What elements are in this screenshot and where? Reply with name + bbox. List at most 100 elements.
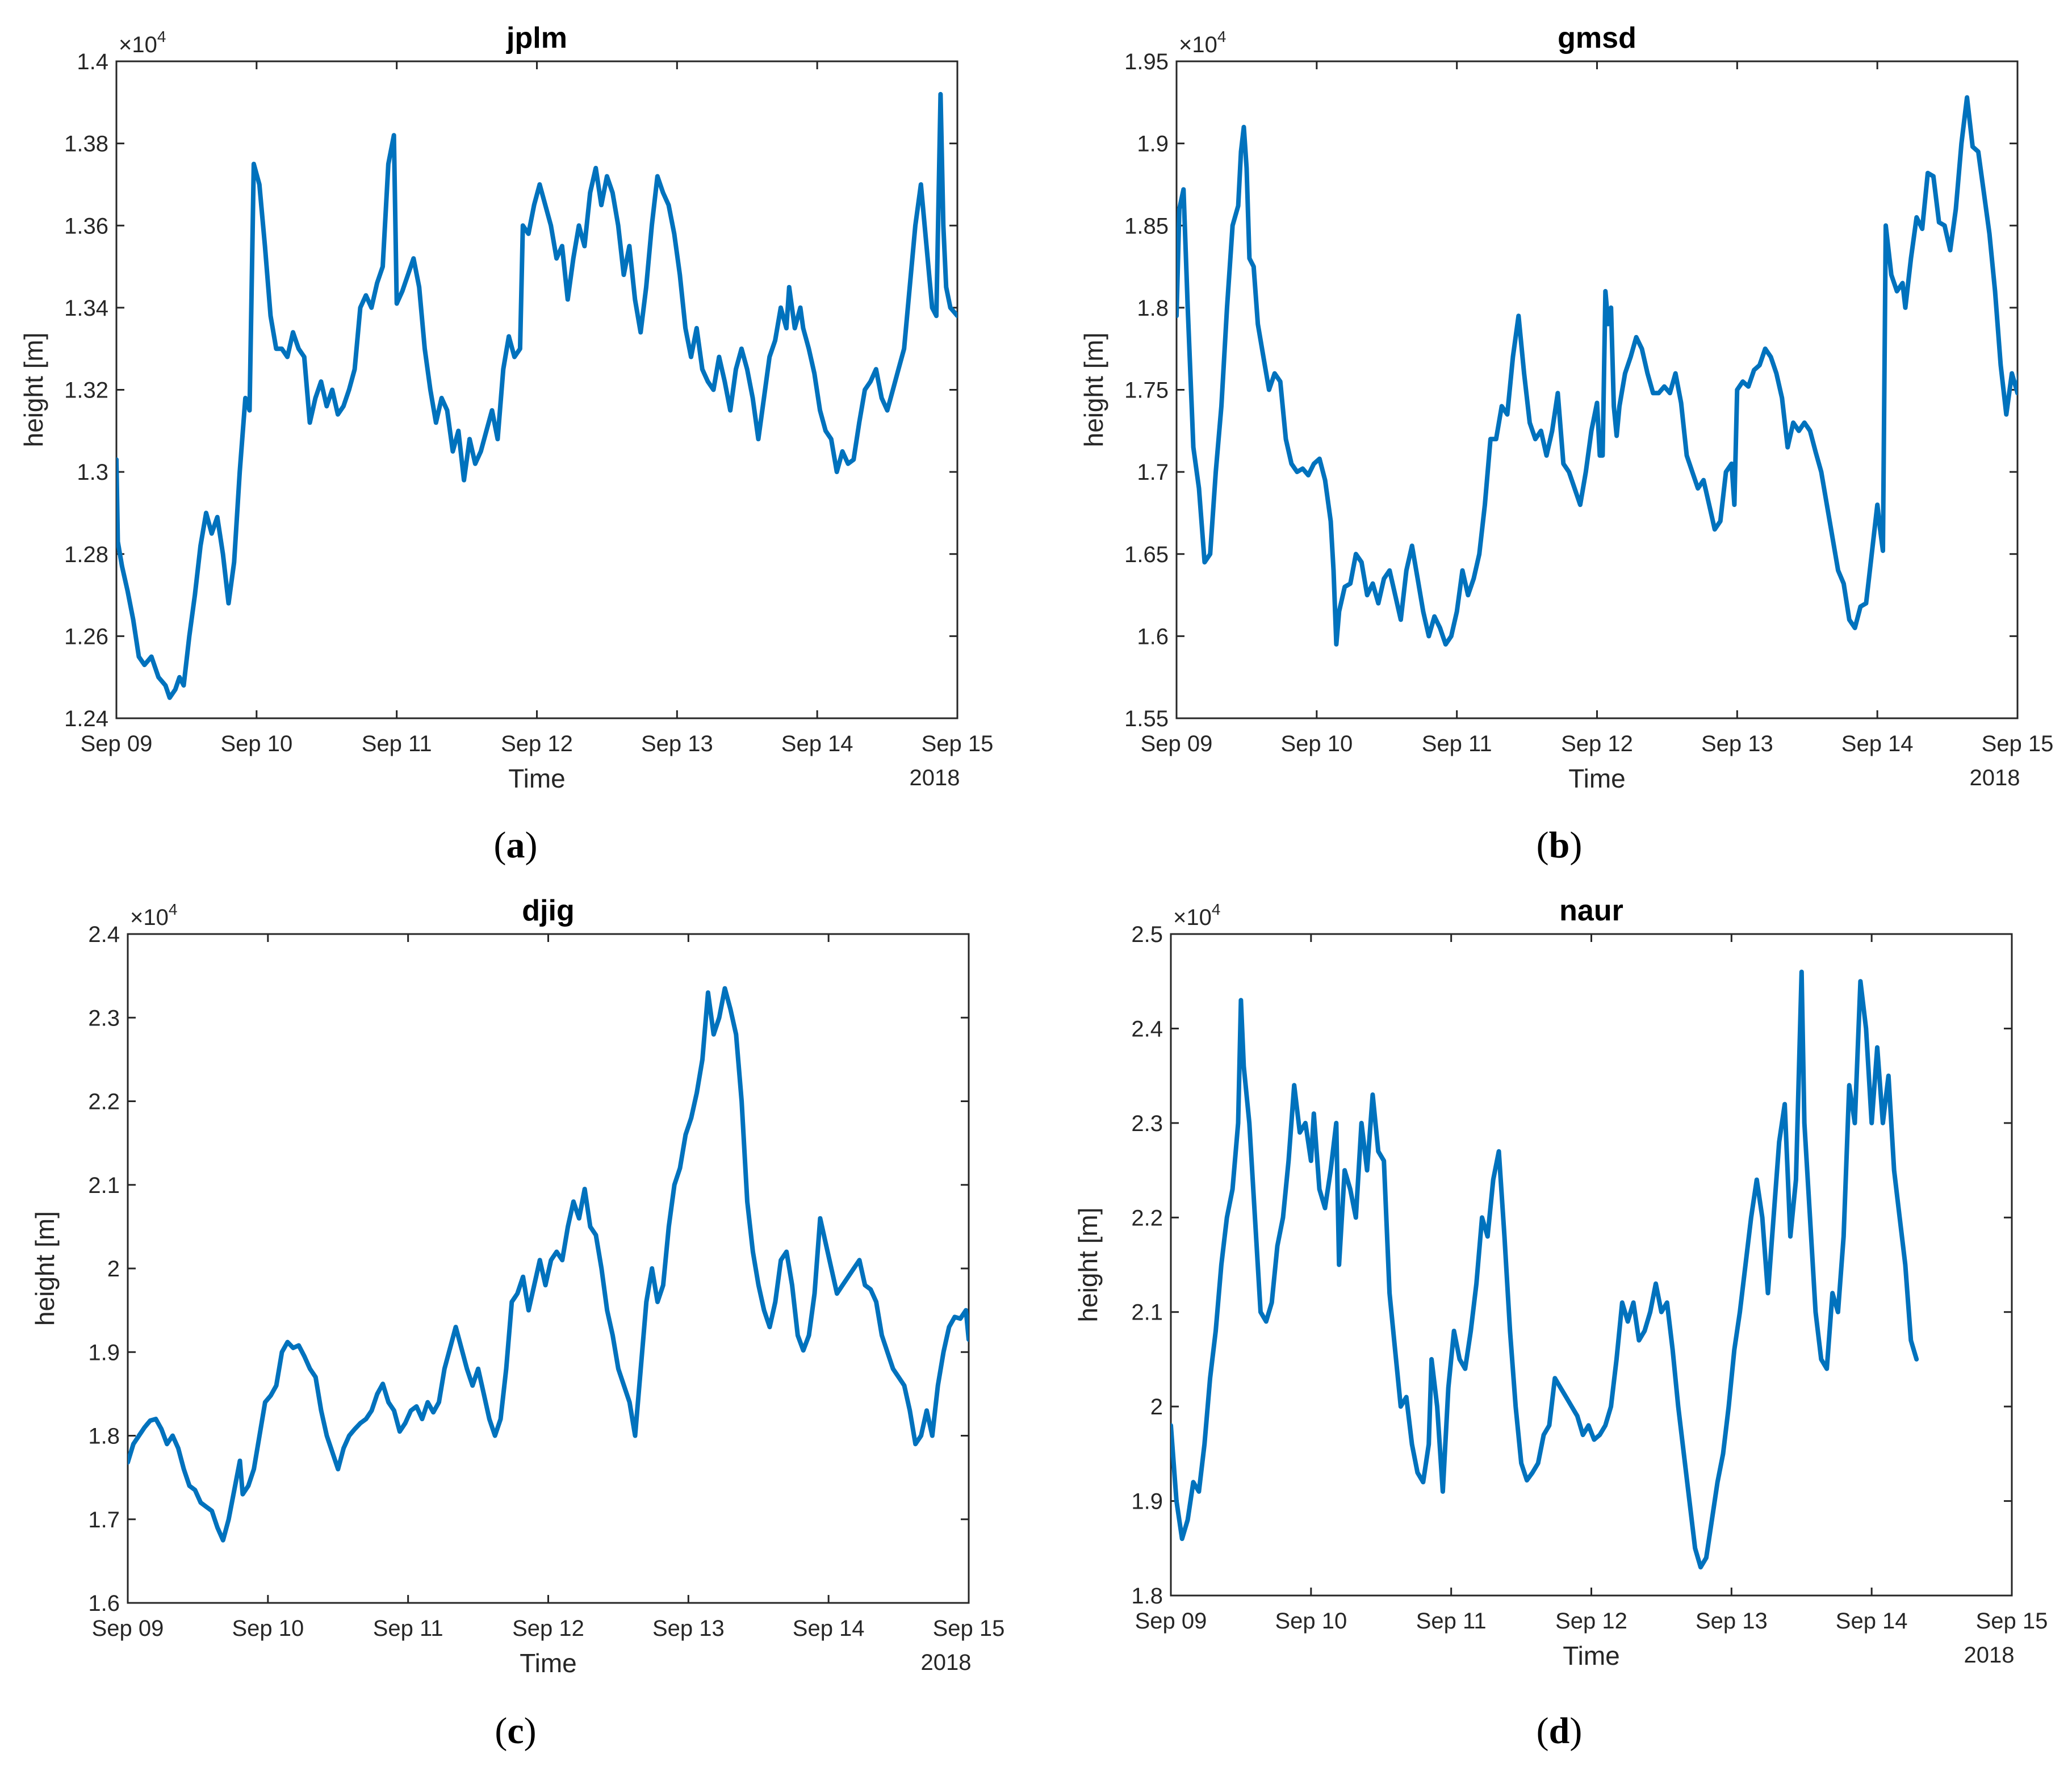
chart-title: djig [522, 894, 574, 927]
y-tick-label: 1.36 [64, 213, 108, 238]
y-tick-label: 2.1 [1131, 1300, 1163, 1325]
y-tick-label: 1.34 [64, 296, 108, 321]
multiplier-exponent: 4 [169, 901, 178, 918]
multiplier-base: ×10 [119, 32, 157, 57]
panel-paren-close: ) [1569, 824, 1582, 866]
y-axis-multiplier: ×104 [119, 28, 166, 57]
multiplier-base: ×10 [1179, 32, 1217, 57]
panel-label: (a) [494, 824, 538, 866]
x-tick-label: Sep 11 [362, 731, 432, 756]
x-tick-label: Sep 12 [501, 731, 573, 756]
y-tick-label: 1.8 [88, 1424, 120, 1449]
chart-title: gmsd [1558, 22, 1636, 55]
y-tick-label: 1.55 [1124, 706, 1169, 731]
x-tick-label: Sep 13 [641, 731, 713, 756]
panel-paren-close: ) [1569, 1710, 1582, 1752]
y-tick-label: 1.9 [1131, 1489, 1163, 1514]
panel-paren-open: ( [1537, 824, 1549, 866]
x-tick-label: Sep 10 [232, 1616, 304, 1641]
y-axis-label: height [m] [1079, 333, 1108, 447]
x-tick-label: Sep 10 [220, 731, 292, 756]
x-axis-label: Time [1568, 764, 1626, 793]
y-axis-label: height [m] [19, 333, 48, 447]
panel-paren-open: ( [1537, 1710, 1549, 1752]
x-tick-label: Sep 11 [1422, 731, 1492, 756]
y-tick-label: 1.8 [1137, 296, 1169, 321]
x-tick-label: Sep 11 [373, 1616, 443, 1641]
y-tick-label: 2.1 [88, 1173, 120, 1198]
panel-label: (d) [1537, 1710, 1583, 1752]
x-tick-label: Sep 14 [1841, 731, 1914, 756]
x-tick-label: Sep 09 [1141, 731, 1213, 756]
panel-letter: d [1549, 1710, 1570, 1752]
x-tick-label: Sep 14 [1836, 1609, 1908, 1634]
multiplier-exponent: 4 [157, 28, 166, 45]
y-tick-label: 1.26 [64, 624, 108, 649]
x-tick-label: Sep 09 [1135, 1609, 1207, 1634]
year-label: 2018 [1970, 765, 2020, 790]
year-label: 2018 [921, 1650, 972, 1675]
panel-letter: c [507, 1710, 524, 1752]
x-tick-label: Sep 09 [92, 1616, 164, 1641]
y-tick-label: 1.6 [1137, 624, 1169, 649]
y-axis-multiplier: ×104 [130, 901, 177, 930]
year-label: 2018 [1964, 1643, 2015, 1668]
x-axis-label: Time [520, 1648, 577, 1678]
panel-letter: b [1549, 824, 1570, 866]
y-tick-label: 1.75 [1124, 378, 1169, 403]
series-line-gmsd [1177, 95, 2017, 647]
y-tick-label: 1.95 [1124, 49, 1169, 74]
chart-panel-a: Sep 09 Sep 10 Sep 11 Sep 12 Sep 13 Sep 14 Sep … [19, 22, 993, 866]
x-tick-label: Sep 11 [1416, 1609, 1487, 1634]
chart-title: jplm [506, 22, 567, 55]
y-tick-label: 2.5 [1131, 922, 1163, 947]
x-tick-label: Sep 15 [1982, 731, 2054, 756]
panel-label: (b) [1537, 824, 1583, 866]
y-tick-label: 1.24 [64, 706, 108, 731]
x-tick-label: Sep 10 [1280, 731, 1353, 756]
x-tick-label: Sep 15 [922, 731, 994, 756]
chart-panel-d: Sep 09 Sep 10 Sep 11 Sep 12 Sep 13 Sep 14 Sep … [1073, 894, 2048, 1752]
y-tick-label: 1.4 [77, 49, 108, 74]
y-tick-label: 2 [107, 1257, 120, 1282]
y-tick-label: 1.7 [88, 1508, 120, 1532]
y-tick-label: 2.3 [88, 1006, 120, 1031]
x-tick-label: Sep 14 [793, 1616, 865, 1641]
plot-area [115, 60, 958, 719]
panel-paren-open: ( [494, 824, 507, 866]
chart-panel-c: Sep 09 Sep 10 Sep 11 Sep 12 Sep 13 Sep 14 Sep … [30, 894, 1004, 1752]
panel-letter: a [507, 824, 525, 866]
panel-paren-close: ) [525, 824, 538, 866]
chart-panel-b: Sep 09 Sep 10 Sep 11 Sep 12 Sep 13 Sep 14 Sep … [1079, 22, 2053, 866]
y-axis-multiplier: ×104 [1173, 901, 1220, 930]
y-tick-label: 1.32 [64, 378, 108, 403]
x-tick-label: Sep 15 [1976, 1609, 2048, 1634]
y-tick-label: 2.2 [1131, 1205, 1163, 1230]
x-tick-label: Sep 13 [652, 1616, 725, 1641]
chart-title: naur [1559, 894, 1623, 927]
year-label: 2018 [910, 765, 960, 790]
y-tick-label: 1.9 [88, 1340, 120, 1365]
x-axis-label: Time [508, 764, 566, 793]
y-axis-multiplier: ×104 [1179, 28, 1226, 57]
y-tick-label: 1.8 [1131, 1584, 1163, 1609]
y-tick-label: 1.85 [1124, 213, 1169, 238]
y-tick-label: 1.7 [1137, 460, 1169, 485]
x-tick-label: Sep 14 [781, 731, 853, 756]
x-tick-label: Sep 15 [933, 1616, 1005, 1641]
x-tick-label: Sep 13 [1701, 731, 1773, 756]
y-axis-label: height [m] [30, 1211, 60, 1326]
y-tick-label: 2 [1150, 1395, 1163, 1420]
plot-area [1175, 60, 2019, 719]
x-tick-label: Sep 12 [1555, 1609, 1627, 1634]
panel-paren-open: ( [495, 1710, 507, 1752]
multiplier-exponent: 4 [1217, 28, 1227, 45]
y-tick-label: 1.28 [64, 542, 108, 567]
multiplier-base: ×10 [1173, 905, 1212, 930]
y-axis-label: height [m] [1073, 1208, 1103, 1322]
x-tick-label: Sep 12 [1561, 731, 1633, 756]
y-tick-label: 1.6 [88, 1591, 120, 1616]
x-tick-label: Sep 09 [81, 731, 153, 756]
series-line-naur [1171, 969, 1919, 1570]
panel-paren-close: ) [524, 1710, 537, 1752]
